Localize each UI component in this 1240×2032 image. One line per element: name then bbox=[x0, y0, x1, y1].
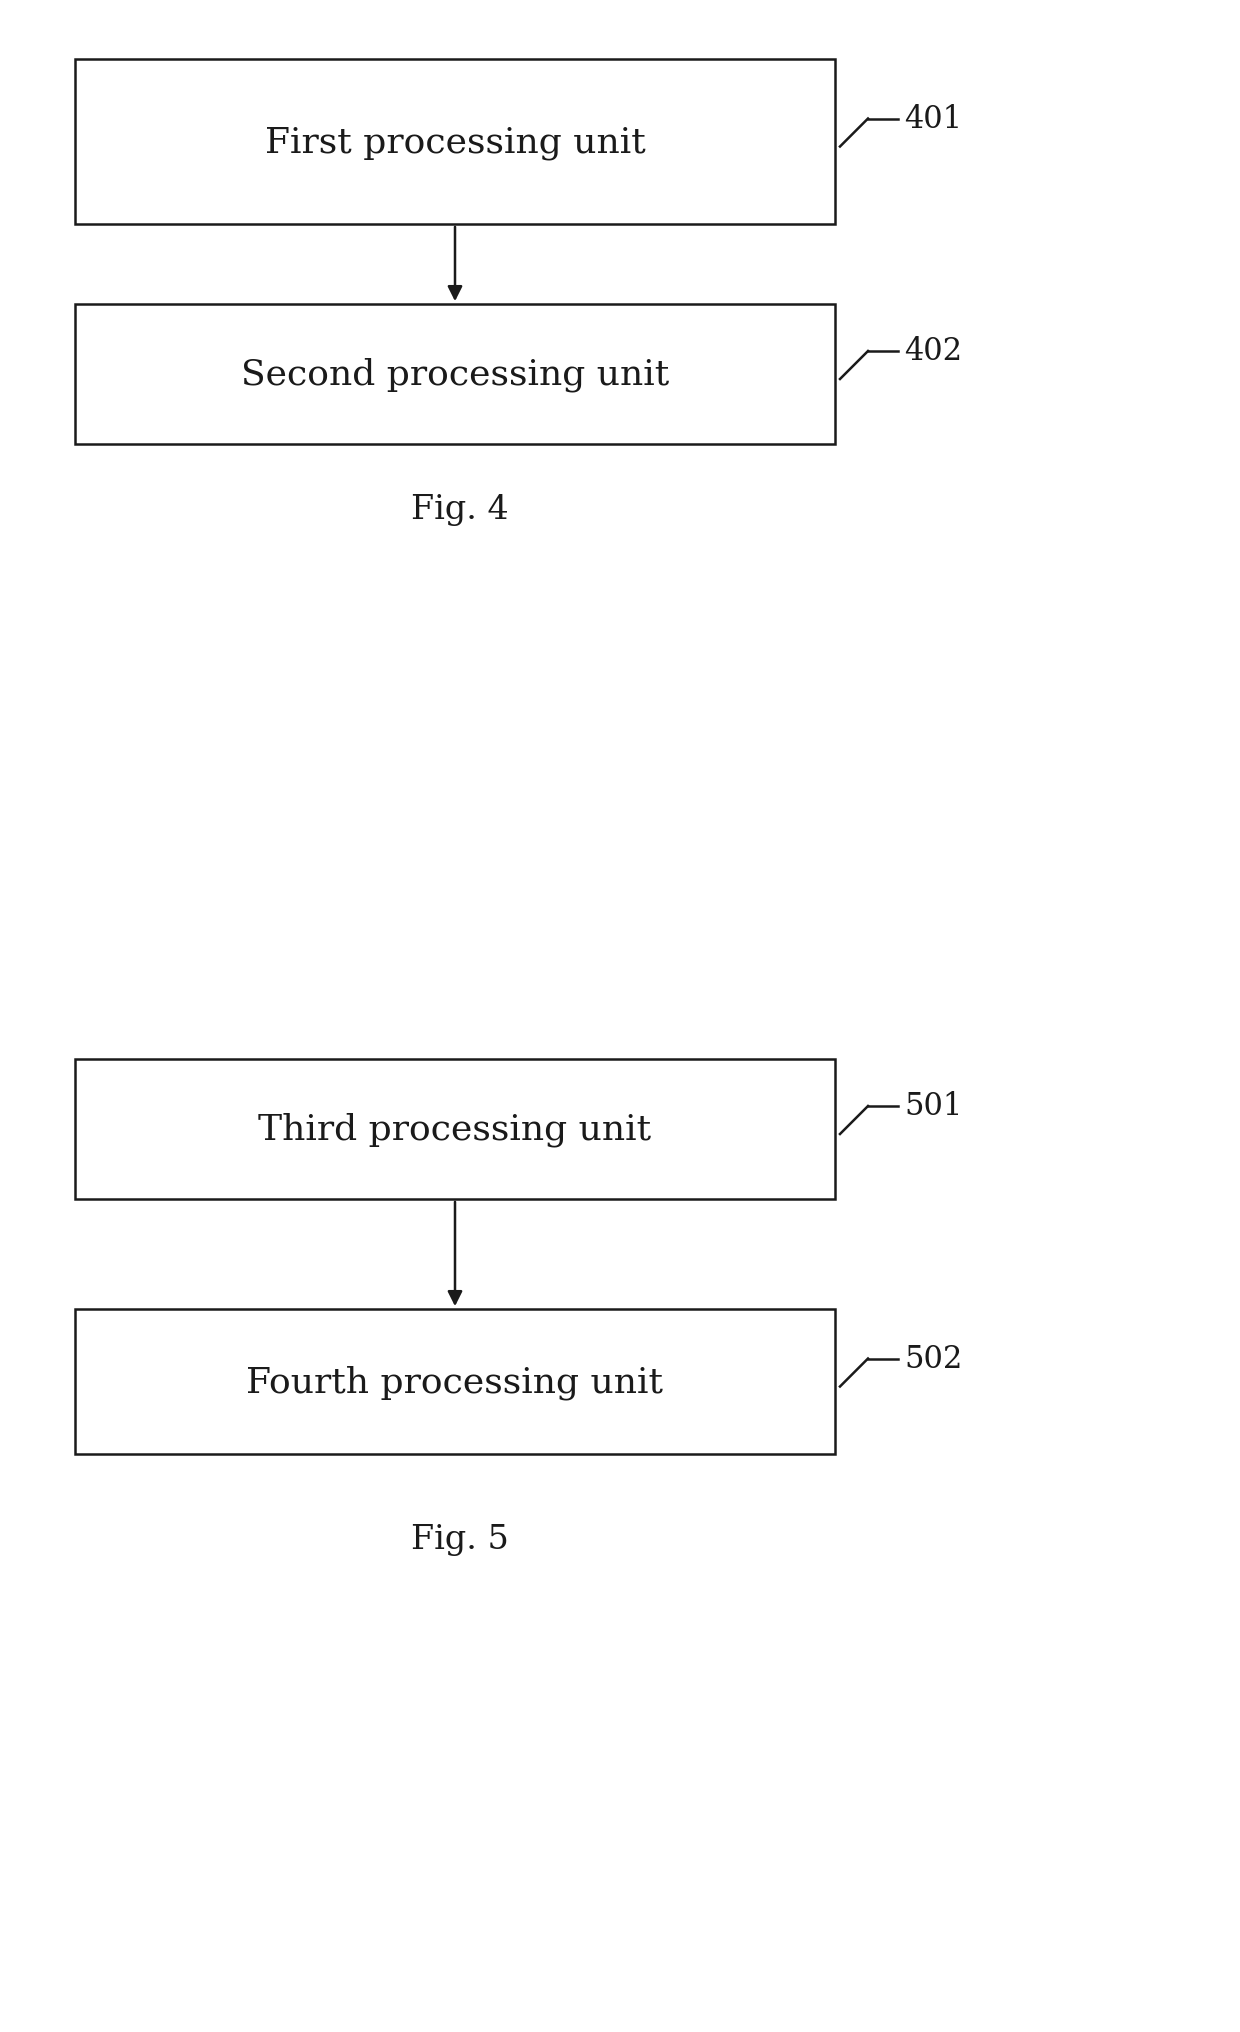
Text: 402: 402 bbox=[904, 337, 962, 368]
Text: First processing unit: First processing unit bbox=[264, 126, 645, 158]
Text: Second processing unit: Second processing unit bbox=[241, 358, 670, 392]
Text: 501: 501 bbox=[904, 1091, 962, 1122]
Bar bbox=[74, 1059, 835, 1199]
Text: Third processing unit: Third processing unit bbox=[258, 1112, 651, 1146]
Text: 401: 401 bbox=[904, 104, 962, 134]
Bar bbox=[74, 1309, 835, 1455]
Bar bbox=[74, 61, 835, 226]
Text: 502: 502 bbox=[904, 1343, 962, 1374]
Text: Fourth processing unit: Fourth processing unit bbox=[247, 1366, 663, 1400]
Text: Fig. 4: Fig. 4 bbox=[412, 494, 508, 526]
Text: Fig. 5: Fig. 5 bbox=[412, 1524, 508, 1554]
Bar bbox=[74, 305, 835, 445]
